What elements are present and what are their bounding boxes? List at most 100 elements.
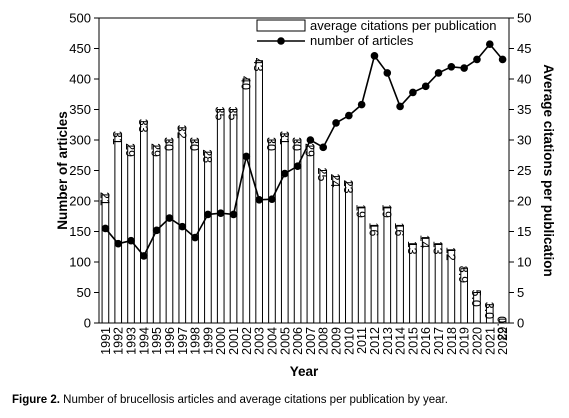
x-tick-label: 2010 — [342, 327, 356, 355]
bar — [434, 243, 443, 324]
articles-point — [204, 210, 212, 219]
bar-value-label: 14 — [418, 235, 432, 249]
articles-point — [152, 226, 161, 235]
bar — [306, 145, 315, 324]
bar — [101, 194, 110, 324]
right-axis-tick-label: 35 — [517, 102, 531, 117]
bar — [255, 60, 263, 324]
bar — [473, 292, 481, 324]
articles-point — [409, 88, 417, 97]
articles-point — [114, 239, 123, 248]
right-axis-tick-label: 50 — [517, 11, 531, 26]
bar — [242, 78, 251, 324]
x-tick-label: 2021 — [483, 327, 497, 355]
legend-line-label: number of articles — [310, 33, 414, 48]
x-tick-label: 1997 — [176, 327, 190, 355]
plot-frame — [98, 17, 510, 324]
bar — [127, 145, 135, 324]
articles-point — [191, 233, 199, 242]
bar — [319, 170, 328, 324]
x-tick-label: 2022 — [496, 327, 510, 355]
bar-value-label: 16 — [366, 222, 380, 236]
x-tick-label: 2020 — [470, 327, 484, 355]
left-axis-tick-label: 350 — [69, 102, 91, 117]
articles-point — [447, 63, 456, 71]
bar-value-label: 33 — [136, 119, 150, 133]
articles-point — [165, 214, 174, 222]
bar-value-label: 30 — [187, 137, 201, 151]
x-tick-label: 2014 — [394, 327, 408, 355]
legend-line-marker — [277, 37, 285, 45]
caption-label: Figure 2. — [12, 394, 60, 406]
right-axis-tick-label: 40 — [517, 72, 531, 87]
articles-point — [345, 111, 353, 120]
right-axis-tick-label: 20 — [517, 194, 531, 209]
articles-point — [473, 55, 481, 64]
x-tick-label: 2015 — [406, 327, 420, 355]
bar — [140, 121, 148, 324]
articles-point — [319, 143, 328, 152]
articles-point — [357, 100, 366, 109]
x-tick-label: 2009 — [330, 327, 344, 355]
articles-point — [421, 82, 430, 91]
bar-value-label: 0.63 — [495, 316, 509, 340]
x-tick-label: 2002 — [240, 327, 254, 355]
bar-value-label: 35 — [226, 107, 240, 121]
bar-value-label: 30 — [290, 137, 304, 151]
articles-point — [306, 136, 315, 144]
articles-point — [460, 64, 468, 72]
articles-point — [229, 210, 238, 219]
articles-point — [332, 119, 340, 127]
bar-value-label: 21 — [97, 192, 111, 206]
left-axis-tick-label: 250 — [69, 163, 91, 178]
bar-value-label: 40 — [238, 76, 252, 90]
bar-value-label: 43 — [251, 58, 265, 72]
articles-point — [396, 102, 404, 111]
bar-value-label: 5.0 — [469, 290, 483, 307]
bar — [152, 145, 161, 324]
articles-point — [498, 55, 507, 64]
bar — [409, 243, 417, 324]
x-tick-label: 2013 — [381, 327, 395, 355]
left-axis-tick-label: 50 — [77, 285, 91, 300]
bar-value-label: 13 — [405, 241, 419, 255]
x-tick-label: 2011 — [355, 327, 369, 354]
bar — [332, 176, 340, 324]
chart-area: 0 50 100 150 200 250 300 350 400 450 500 0 5 10 15 20 25… — [55, 11, 556, 380]
bar — [191, 139, 199, 324]
bar — [165, 139, 174, 324]
x-tick-label: 1994 — [137, 327, 151, 355]
articles-point — [242, 152, 251, 161]
bar — [345, 182, 353, 324]
bar-value-label: 28 — [200, 149, 214, 163]
bar — [383, 206, 392, 324]
bar-value-label: 3.0 — [482, 302, 496, 319]
x-tick-label: 1992 — [112, 327, 126, 355]
bar — [370, 224, 379, 324]
bar — [293, 139, 302, 324]
x-tick-label: 2019 — [458, 327, 472, 355]
x-tick-label: 1991 — [99, 327, 113, 355]
caption-text: Number of brucellosis articles and avera… — [59, 394, 448, 406]
left-axis-tick-label: 100 — [69, 255, 91, 270]
bar-value-label: 32 — [174, 125, 188, 139]
x-tick-label: 1995 — [150, 327, 164, 355]
bar — [114, 133, 123, 324]
bar — [460, 268, 468, 324]
bar-value-label: 13 — [431, 241, 445, 255]
bar — [396, 224, 404, 324]
bar-value-label: 29 — [123, 143, 137, 157]
articles-point — [255, 195, 263, 204]
x-tick-label: 2007 — [304, 327, 318, 355]
x-tick-label: 2000 — [214, 327, 228, 355]
bar-value-label: 35 — [213, 107, 227, 121]
articles-point — [280, 169, 289, 178]
x-tick-label: 2005 — [278, 327, 292, 355]
x-tick-label: 2012 — [368, 327, 382, 355]
bar — [498, 318, 507, 324]
x-tick-label: 1999 — [201, 327, 215, 355]
legend-bar-label: average citations per publication — [310, 18, 496, 33]
articles-point — [434, 69, 443, 77]
articles-point — [370, 52, 379, 60]
bar-value-label: 30 — [161, 137, 175, 151]
